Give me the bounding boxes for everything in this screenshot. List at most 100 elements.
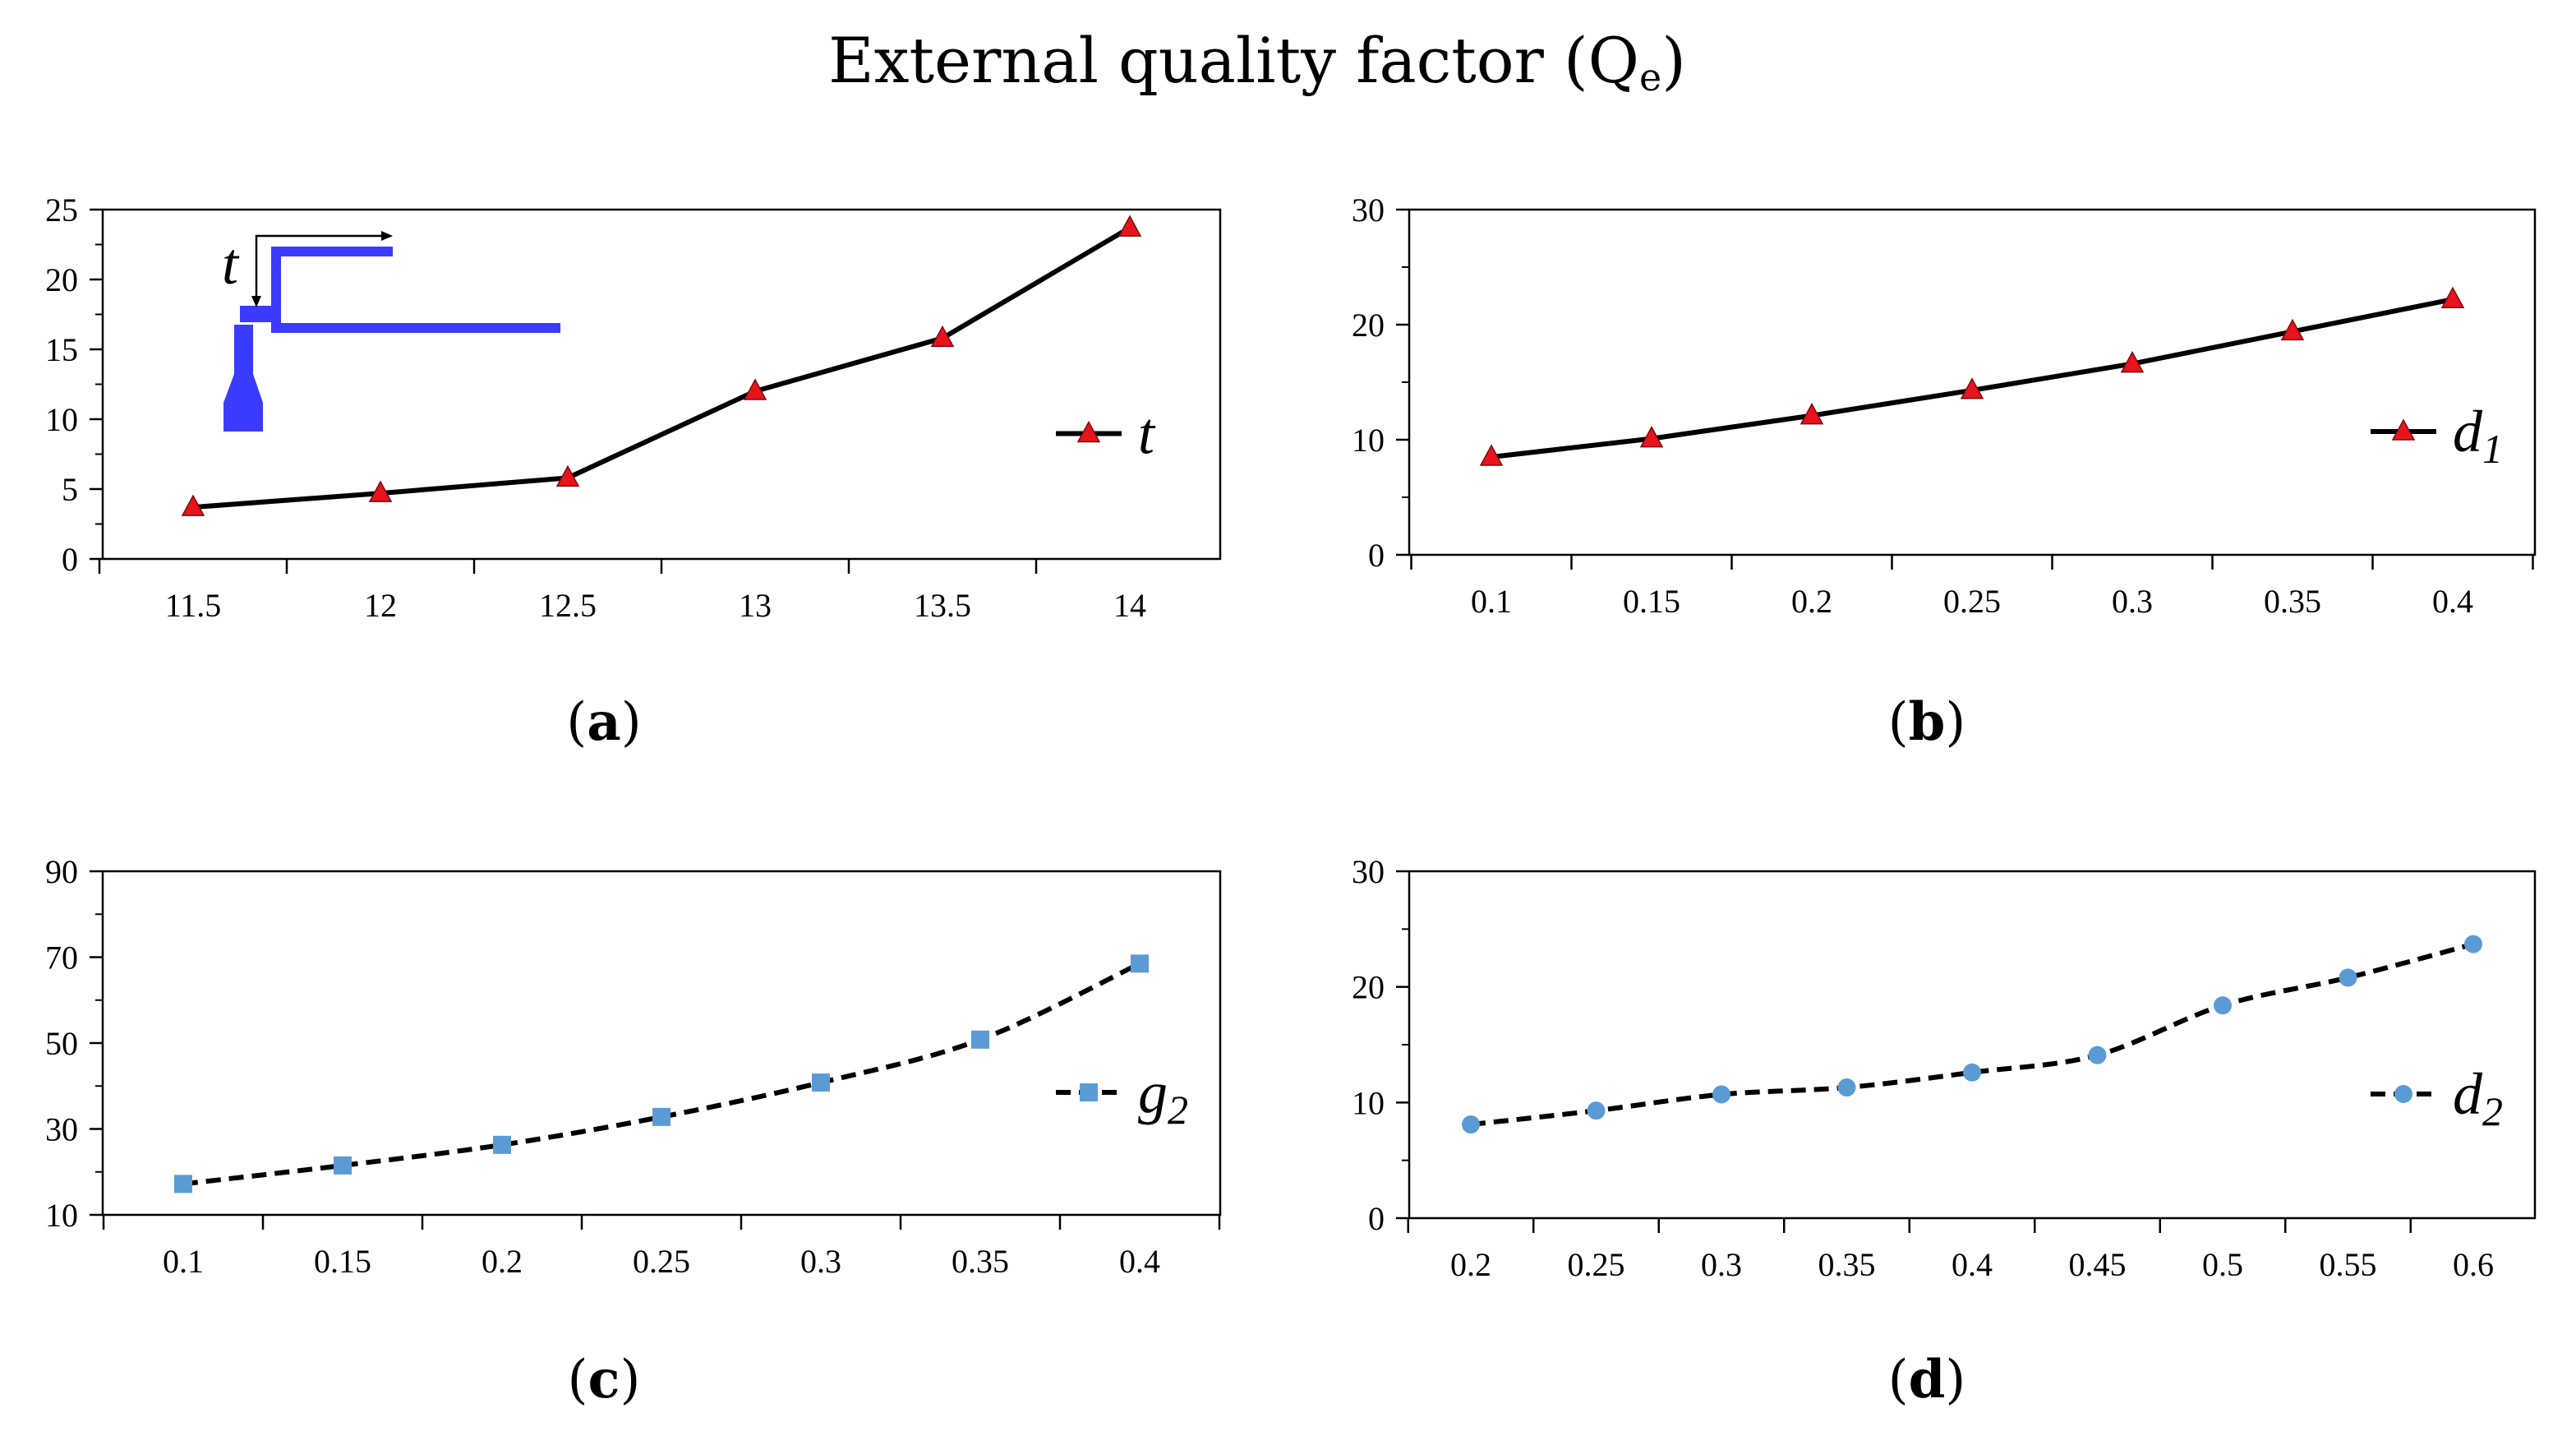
legend-label: t bbox=[1138, 401, 1156, 467]
x-tick-label: 0.3 bbox=[800, 1243, 841, 1280]
x-tick-label: 0.2 bbox=[482, 1243, 523, 1280]
legend-label: d2 bbox=[2453, 1061, 2503, 1134]
y-tick-label: 30 bbox=[45, 1111, 78, 1148]
x-tick-label: 0.35 bbox=[2264, 583, 2321, 620]
panel-caption: (c) bbox=[568, 1349, 641, 1410]
y-tick-label: 5 bbox=[62, 471, 78, 508]
x-tick-label: 12 bbox=[364, 587, 397, 624]
y-tick-label: 50 bbox=[45, 1025, 78, 1062]
caption-close-paren: ) bbox=[620, 1350, 640, 1410]
data-point bbox=[174, 1175, 192, 1193]
inset-arrow-down bbox=[251, 296, 261, 307]
plot-frame bbox=[1408, 870, 2537, 1220]
data-point bbox=[493, 1135, 511, 1154]
data-point bbox=[1963, 1063, 1981, 1082]
inset-label: t bbox=[222, 231, 240, 297]
data-point bbox=[2214, 996, 2232, 1015]
y-tick-label: 20 bbox=[45, 261, 78, 298]
y-tick-label: 20 bbox=[1352, 307, 1385, 344]
data-point bbox=[2339, 968, 2357, 987]
legend-marker bbox=[1076, 420, 1101, 443]
data-point bbox=[971, 1030, 989, 1049]
series-line-g2 bbox=[182, 961, 1141, 1187]
data-point bbox=[1960, 377, 1984, 399]
plot-frame bbox=[101, 870, 1222, 1216]
caption-letter: b bbox=[1909, 691, 1946, 753]
x-tick-label: 0.35 bbox=[952, 1243, 1009, 1280]
caption-close-paren: ) bbox=[621, 692, 642, 753]
legend-marker bbox=[1080, 1083, 1098, 1101]
caption-letter: d bbox=[1909, 1349, 1946, 1410]
inset-top-arm bbox=[271, 247, 393, 256]
caption-open-paren: ( bbox=[566, 692, 587, 753]
y-tick-label: 0 bbox=[62, 541, 78, 578]
caption-open-paren: ( bbox=[1888, 1350, 1909, 1410]
figure-title: External quality factor (Qe) bbox=[828, 24, 1686, 99]
y-tick-label: 70 bbox=[45, 939, 78, 976]
inset-schematic: t bbox=[222, 231, 560, 432]
y-tick-label: 10 bbox=[1352, 422, 1385, 459]
y-tick-label: 10 bbox=[1352, 1084, 1385, 1121]
x-tick-label: 0.25 bbox=[633, 1243, 690, 1280]
legend-symbol: t bbox=[1138, 401, 1156, 467]
data-point bbox=[1117, 215, 1142, 237]
x-tick-label: 0.4 bbox=[2432, 583, 2473, 620]
x-tick-label: 0.35 bbox=[1818, 1246, 1876, 1283]
x-tick-label: 0.55 bbox=[2320, 1246, 2377, 1283]
data-point bbox=[652, 1107, 670, 1126]
x-tick-label: 13 bbox=[739, 587, 772, 624]
legend-symbol: d bbox=[2453, 1061, 2483, 1127]
inset-vertical-arm bbox=[271, 247, 281, 333]
data-point bbox=[1837, 1078, 1856, 1097]
x-tick-label: 0.1 bbox=[1471, 583, 1512, 620]
legend-marker bbox=[2394, 1085, 2412, 1103]
x-tick-label: 13.5 bbox=[914, 587, 971, 624]
data-point bbox=[930, 325, 955, 348]
data-point bbox=[812, 1073, 830, 1092]
legend-symbol: g bbox=[1138, 1060, 1168, 1125]
x-tick-label: 0.4 bbox=[1952, 1246, 1993, 1283]
data-point bbox=[1800, 403, 1824, 425]
inset-arrow-right bbox=[381, 231, 393, 241]
data-point bbox=[1712, 1085, 1730, 1104]
x-tick-label: 0.5 bbox=[2202, 1246, 2243, 1283]
data-point bbox=[2464, 935, 2482, 953]
y-tick-label: 10 bbox=[45, 401, 78, 438]
series-line-t bbox=[192, 225, 1131, 510]
legend-label: g2 bbox=[1138, 1060, 1188, 1133]
inset-long-arm bbox=[271, 323, 560, 333]
y-tick-label: 30 bbox=[1352, 192, 1385, 229]
panel-caption: (d) bbox=[1888, 1349, 1966, 1410]
legend-marker bbox=[2391, 418, 2416, 441]
x-tick-label: 14 bbox=[1113, 587, 1146, 624]
y-tick-label: 25 bbox=[45, 192, 78, 229]
data-point bbox=[334, 1156, 352, 1175]
x-tick-label: 0.1 bbox=[163, 1243, 204, 1280]
caption-letter: c bbox=[588, 1349, 620, 1410]
y-tick-label: 90 bbox=[45, 853, 78, 890]
y-tick-label: 15 bbox=[45, 331, 78, 368]
y-tick-label: 10 bbox=[45, 1197, 78, 1234]
data-point bbox=[2440, 286, 2465, 308]
x-tick-label: 12.5 bbox=[539, 587, 597, 624]
data-point bbox=[555, 464, 580, 487]
x-tick-label: 0.3 bbox=[2112, 583, 2153, 620]
caption-open-paren: ( bbox=[568, 1350, 588, 1410]
x-tick-label: 0.45 bbox=[2069, 1246, 2127, 1283]
chart-b: 0 10 20 30 0.1 0.15 0.2 0.25 0.3 0.35 0.4 d1 (b) bbox=[1352, 192, 2537, 753]
data-point bbox=[2088, 1046, 2107, 1064]
data-point bbox=[743, 378, 767, 400]
caption-open-paren: ( bbox=[1888, 692, 1909, 753]
caption-letter: a bbox=[587, 691, 620, 753]
x-tick-label: 0.15 bbox=[1623, 583, 1680, 620]
legend-subscript: 2 bbox=[1168, 1087, 1188, 1133]
data-point bbox=[1639, 426, 1664, 448]
data-point bbox=[181, 494, 205, 516]
x-tick-label: 0.2 bbox=[1791, 583, 1832, 620]
panel-caption: (b) bbox=[1888, 691, 1966, 753]
legend-subscript: 2 bbox=[2482, 1088, 2503, 1134]
plot-frame bbox=[101, 208, 1222, 561]
